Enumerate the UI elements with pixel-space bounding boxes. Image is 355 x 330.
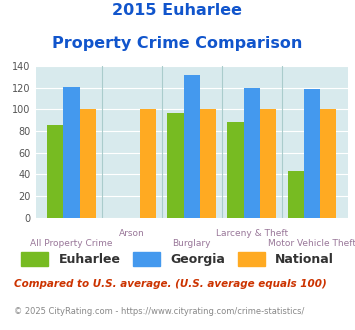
Text: Motor Vehicle Theft: Motor Vehicle Theft	[268, 240, 355, 248]
Bar	[260, 109, 276, 218]
Text: Compared to U.S. average. (U.S. average equals 100): Compared to U.S. average. (U.S. average …	[14, 279, 327, 289]
Bar	[244, 88, 260, 218]
Text: 2015 Euharlee: 2015 Euharlee	[113, 3, 242, 18]
Bar	[200, 109, 216, 218]
Bar	[184, 75, 200, 218]
Bar	[64, 86, 80, 218]
Text: Arson: Arson	[119, 229, 144, 238]
Bar	[80, 109, 96, 218]
Text: © 2025 CityRating.com - https://www.cityrating.com/crime-statistics/: © 2025 CityRating.com - https://www.city…	[14, 307, 305, 316]
Text: All Property Crime: All Property Crime	[30, 240, 113, 248]
Bar	[228, 122, 244, 218]
Bar	[140, 109, 156, 218]
Text: Property Crime Comparison: Property Crime Comparison	[52, 36, 303, 51]
Bar	[304, 89, 320, 218]
Bar	[167, 113, 184, 218]
Text: Burglary: Burglary	[173, 240, 211, 248]
Bar	[320, 109, 336, 218]
Text: Larceny & Theft: Larceny & Theft	[216, 229, 288, 238]
Bar	[288, 171, 304, 218]
Bar	[47, 124, 64, 218]
Legend: Euharlee, Georgia, National: Euharlee, Georgia, National	[16, 247, 339, 271]
